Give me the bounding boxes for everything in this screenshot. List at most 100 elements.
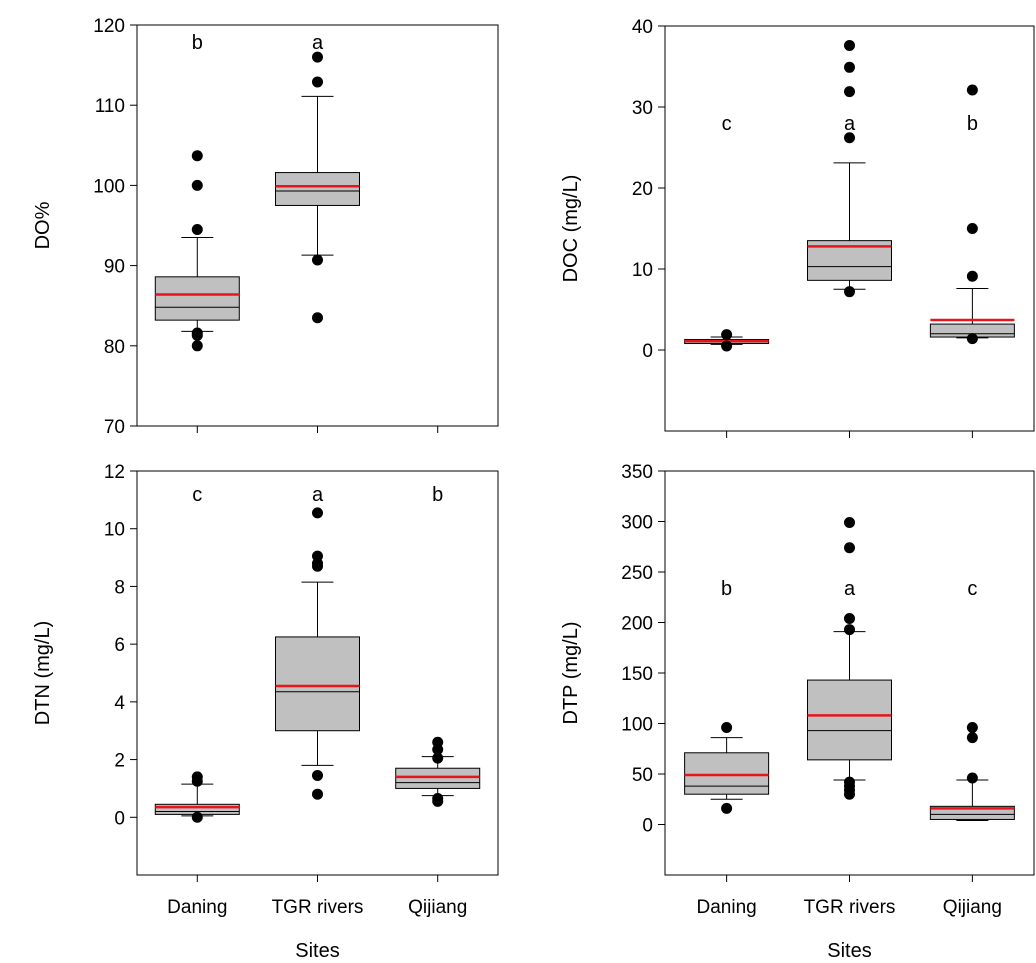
outlier-point — [844, 132, 855, 144]
box-group: c — [154, 484, 240, 823]
box-iqr — [275, 636, 360, 732]
y-tick-label: 10 — [104, 520, 125, 541]
outlier-point — [966, 732, 978, 744]
outlier-point — [312, 76, 323, 88]
y-tick-label: 100 — [93, 176, 125, 197]
box-group: a — [275, 32, 360, 324]
outlier-point — [312, 550, 323, 562]
outlier-point — [844, 612, 855, 624]
outlier-point — [432, 793, 444, 805]
y-tick-label: 10 — [632, 260, 653, 281]
y-tick-label: 80 — [104, 337, 125, 358]
y-axis-label: DO% — [32, 201, 54, 249]
y-tick-label: 110 — [95, 96, 125, 117]
outlier-point — [844, 517, 855, 529]
outlier-point — [721, 340, 733, 352]
y-tick-label: 4 — [114, 693, 125, 714]
y-tick-label: 90 — [104, 257, 125, 278]
outlier-point — [191, 150, 203, 162]
y-axis-label: DOC (mg/L) — [560, 175, 582, 283]
x-axis-label: Sites — [827, 940, 871, 962]
x-category-label: Qijiang — [943, 897, 1002, 918]
y-axis-label: DTN (mg/L) — [32, 621, 54, 725]
outlier-point — [191, 327, 203, 339]
outlier-point — [966, 270, 978, 282]
box-group: a — [807, 39, 892, 298]
box-iqr — [929, 805, 1015, 820]
panel-doc: 0 10 20 30 40 DOC (mg/L) c a b — [560, 17, 1035, 438]
outlier-point — [191, 771, 203, 783]
box-group: b — [154, 32, 240, 352]
y-tick-label: 70 — [104, 417, 125, 438]
outlier-point — [191, 224, 203, 236]
outlier-point — [312, 507, 323, 519]
y-tick-label: 0 — [114, 808, 125, 829]
x-category-label: Daning — [697, 897, 757, 918]
box-iqr — [275, 172, 360, 206]
outlier-point — [312, 51, 323, 63]
significance-letter: a — [844, 578, 856, 600]
box-group: c — [929, 578, 1015, 821]
significance-letter: c — [967, 578, 977, 600]
outlier-point — [312, 769, 323, 781]
significance-letter: a — [312, 484, 324, 506]
y-tick-label: 100 — [621, 715, 653, 736]
significance-letter: c — [192, 484, 202, 506]
x-axis-label: Sites — [295, 940, 339, 962]
significance-letter: a — [312, 32, 324, 54]
outlier-point — [312, 254, 323, 266]
box-group: b — [684, 578, 770, 814]
significance-letter: a — [844, 113, 856, 135]
y-tick-label: 0 — [642, 341, 653, 362]
y-tick-label: 40 — [632, 17, 653, 38]
significance-letter: b — [721, 578, 732, 600]
y-tick-label: 8 — [114, 577, 125, 598]
outlier-point — [432, 752, 444, 764]
y-tick-label: 250 — [621, 563, 653, 584]
y-tick-label: 12 — [104, 462, 125, 483]
outlier-point — [844, 542, 855, 554]
outlier-point — [844, 61, 855, 73]
outlier-point — [721, 722, 733, 734]
outlier-point — [966, 772, 978, 784]
x-category-label: TGR rivers — [804, 897, 896, 918]
box-group: c — [684, 113, 770, 352]
outlier-point — [844, 624, 855, 636]
outlier-point — [191, 179, 203, 191]
outlier-point — [844, 86, 855, 98]
y-tick-label: 20 — [632, 179, 653, 200]
box-iqr — [154, 276, 240, 321]
y-tick-label: 0 — [642, 816, 653, 837]
outlier-point — [966, 84, 978, 96]
significance-letter: b — [967, 113, 978, 135]
outlier-point — [191, 340, 203, 352]
y-tick-label: 300 — [621, 513, 653, 534]
y-tick-label: 50 — [632, 765, 653, 786]
outlier-point — [844, 776, 855, 788]
significance-letter: b — [432, 484, 443, 506]
outlier-point — [966, 722, 978, 734]
outlier-point — [966, 333, 978, 345]
significance-letter: b — [192, 32, 203, 54]
box-group: b — [929, 84, 1015, 345]
outlier-point — [312, 312, 323, 324]
outlier-point — [844, 286, 855, 298]
panel-do: 70 80 90 100 110 120 DO% b a — [32, 16, 499, 438]
outlier-point — [721, 329, 733, 341]
box-iqr — [684, 752, 770, 795]
y-tick-label: 120 — [93, 16, 125, 37]
y-tick-label: 6 — [114, 635, 125, 656]
y-tick-label: 150 — [621, 664, 653, 685]
y-tick-label: 350 — [621, 462, 653, 483]
outlier-point — [966, 223, 978, 234]
y-tick-label: 30 — [632, 98, 653, 119]
outlier-point — [312, 788, 323, 800]
x-category-label: Daning — [167, 897, 227, 918]
y-tick-label: 200 — [621, 614, 653, 635]
box-group: a — [807, 517, 892, 800]
panel-dtn: 0 2 4 6 8 10 12 DTN (mg/L) Daning TGR rivers Qijia… — [32, 462, 499, 962]
y-axis-label: DTP (mg/L) — [560, 622, 582, 725]
box-iqr — [807, 679, 892, 761]
significance-letter: c — [722, 113, 732, 135]
